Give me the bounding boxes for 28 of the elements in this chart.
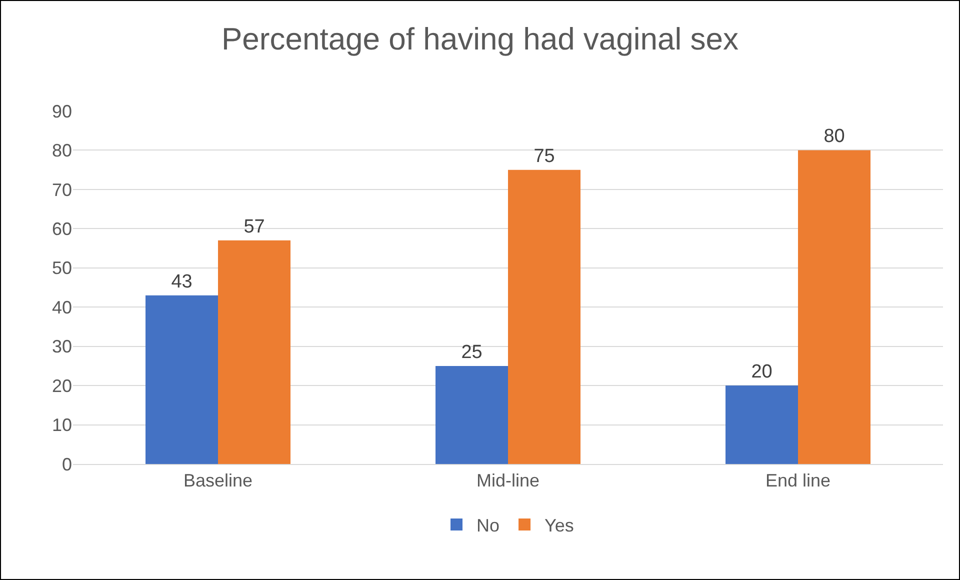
data-label: 20: [751, 362, 772, 383]
x-tick-label: Baseline: [183, 470, 253, 491]
y-tick-label: 50: [52, 258, 72, 278]
bar: [508, 170, 580, 464]
y-tick-label: 0: [62, 454, 72, 474]
y-tick-label: 30: [52, 336, 72, 357]
y-tick-label: 90: [52, 101, 72, 122]
bar: [726, 386, 798, 464]
bar: [436, 366, 508, 464]
data-label: 43: [171, 271, 192, 292]
data-label: 57: [244, 216, 265, 238]
y-tick-label: 80: [52, 140, 72, 161]
y-tick-label: 20: [52, 376, 72, 396]
x-tick-label: End line: [765, 470, 831, 491]
y-tick-label: 40: [52, 297, 72, 318]
legend-label: Yes: [544, 516, 574, 536]
data-label: 25: [461, 342, 482, 363]
legend-label: No: [476, 516, 500, 536]
bar: [146, 295, 218, 464]
bar: [218, 240, 290, 464]
x-tick-label: Mid-line: [476, 470, 540, 491]
y-tick-label: 10: [52, 415, 72, 436]
bar: [798, 150, 870, 464]
y-tick-label: 70: [52, 180, 72, 200]
data-label: 80: [824, 126, 845, 148]
y-tick-label: 60: [52, 218, 72, 239]
chart-title: Percentage of having had vaginal sex: [221, 21, 740, 56]
data-label: 75: [534, 146, 555, 167]
